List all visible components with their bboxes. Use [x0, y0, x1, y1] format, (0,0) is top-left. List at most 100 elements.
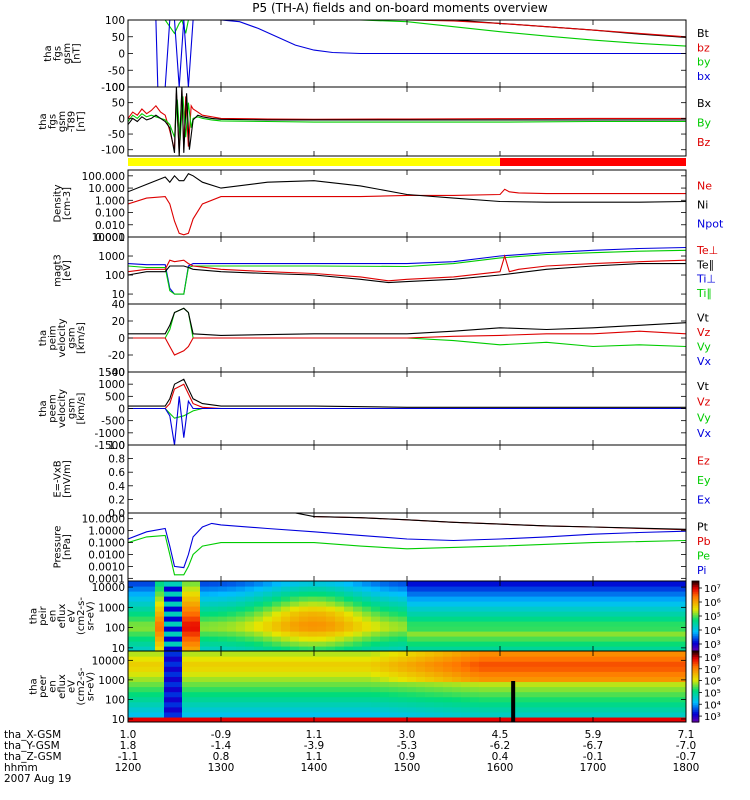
heatmap-cell [299, 676, 309, 683]
heatmap-cell [452, 611, 462, 617]
heatmap-cell [578, 616, 588, 622]
heatmap-cell [497, 701, 507, 708]
heatmap-cell [371, 616, 381, 622]
heatmap-cell [128, 656, 138, 662]
heatmap-cell [290, 671, 300, 677]
heatmap-cell [569, 656, 579, 662]
heatmap-cell [362, 701, 372, 708]
heatmap-cell [164, 646, 174, 651]
x-row-value: 1300 [208, 762, 235, 774]
heatmap-cell [605, 681, 615, 688]
heatmap-cell [299, 631, 309, 637]
heatmap-cell [515, 701, 525, 708]
heatmap-cell [281, 611, 291, 617]
heatmap-cell [524, 641, 534, 647]
heatmap-cell [623, 641, 633, 647]
heatmap-cell [524, 606, 534, 612]
heatmap-cell [506, 636, 516, 642]
heatmap-cell [344, 636, 354, 642]
heatmap-cell [560, 606, 570, 612]
heatmap-cell [308, 656, 318, 662]
heatmap-cell [128, 691, 138, 698]
heatmap-cell [344, 581, 354, 587]
heatmap-cell [434, 656, 444, 662]
heatmap-cell [632, 666, 642, 672]
heatmap-cell [362, 641, 372, 647]
heatmap-cell [227, 696, 237, 703]
heatmap-cell [578, 641, 588, 647]
heatmap-cell [380, 596, 390, 602]
heatmap-cell [137, 641, 147, 647]
heatmap-cell [659, 581, 669, 587]
heatmap-cell [227, 621, 237, 627]
y-tick-label: 0.6 [108, 467, 125, 479]
heatmap-cell [209, 701, 219, 708]
heatmap-cell [470, 626, 480, 632]
heatmap-cell [209, 696, 219, 703]
heatmap-cell [488, 606, 498, 612]
heatmap-cell [128, 681, 138, 688]
heatmap-cell [578, 581, 588, 587]
heatmap-cell [164, 711, 174, 718]
heatmap-cell [452, 671, 462, 677]
heatmap-cell [416, 691, 426, 698]
heatmap-cell [452, 651, 462, 657]
heatmap-cell [542, 636, 552, 642]
heatmap-cell [344, 626, 354, 632]
heatmap-cell [596, 636, 606, 642]
heatmap-cell [497, 591, 507, 597]
panel-peem: 150010005000-500-1000-1500thapeemvelocit… [38, 367, 712, 452]
heatmap-cell [461, 686, 471, 693]
heatmap-cell [236, 661, 246, 667]
y-tick-label: -50 [108, 129, 125, 141]
heatmap-cell [362, 676, 372, 683]
heatmap-cell [146, 601, 156, 607]
x-row-value: -3.9 [304, 740, 325, 752]
heatmap-cell [155, 601, 165, 607]
heatmap-cell [362, 651, 372, 657]
heatmap-cell [335, 626, 345, 632]
heatmap-cell [506, 681, 516, 688]
heatmap-cell [146, 596, 156, 602]
heatmap-cell [137, 686, 147, 693]
heatmap-cell [209, 626, 219, 632]
legend-label-Bx: Bx [697, 97, 712, 110]
heatmap-cell [191, 706, 201, 713]
colorbar-cell [692, 656, 699, 659]
panel-peer: 10⁸10⁷10⁶10⁵10⁴10³10000100010010thapeere… [29, 650, 721, 726]
legend-label-Vt: Vt [697, 311, 710, 324]
colorbar-cell [692, 591, 699, 594]
heatmap-cell [668, 716, 678, 722]
heatmap-cell [614, 661, 624, 667]
heatmap-cell [614, 591, 624, 597]
heatmap-cell [659, 636, 669, 642]
panel-frame [127, 444, 687, 514]
heatmap-cell [569, 696, 579, 703]
heatmap-cell [308, 586, 318, 592]
heatmap-cell [191, 591, 201, 597]
heatmap-cell [515, 591, 525, 597]
heatmap-cell [272, 586, 282, 592]
heatmap-cell [317, 686, 327, 693]
heatmap-cell [227, 676, 237, 683]
heatmap-cell [218, 651, 228, 657]
heatmap-cell [380, 651, 390, 657]
heatmap-cell [560, 616, 570, 622]
heatmap-cell [551, 621, 561, 627]
heatmap-cell [353, 646, 363, 651]
heatmap-cell [353, 626, 363, 632]
heatmap-cell [560, 586, 570, 592]
heatmap-cell [461, 651, 471, 657]
heatmap-cell [290, 706, 300, 713]
heatmap-cell [263, 611, 273, 617]
heatmap-cell [497, 661, 507, 667]
heatmap-cell [533, 646, 543, 651]
heatmap-cell [137, 611, 147, 617]
heatmap-cell [506, 651, 516, 657]
heatmap-cell [254, 671, 264, 677]
heatmap-cell [632, 671, 642, 677]
colorbar-cell [692, 674, 699, 677]
heatmap-cell [443, 711, 453, 718]
heatmap-cell [677, 626, 686, 632]
